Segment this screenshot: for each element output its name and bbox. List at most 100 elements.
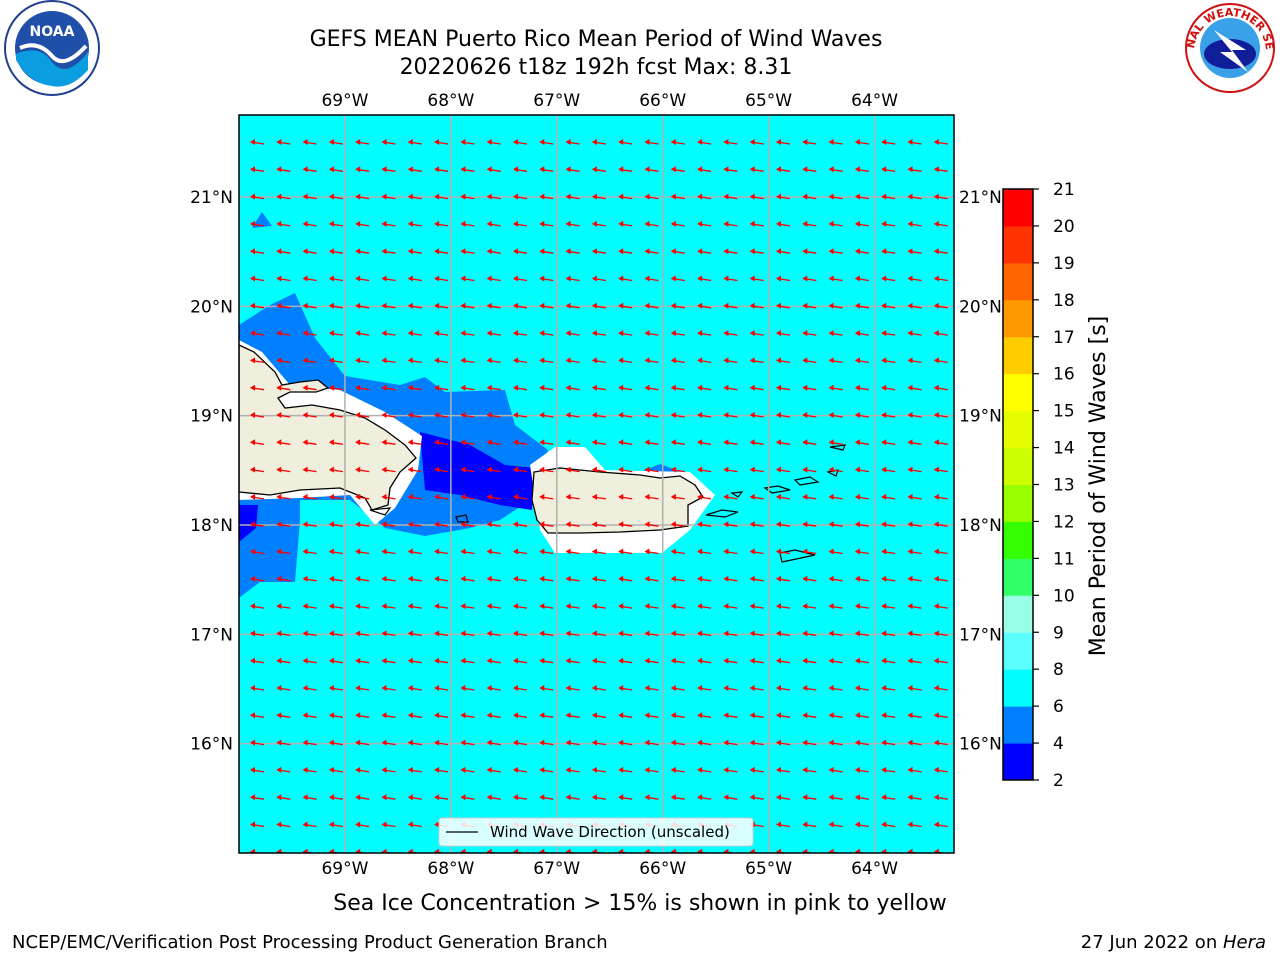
- wave-direction-arrow: [933, 575, 948, 582]
- wave-direction-arrow: [539, 575, 554, 582]
- wave-direction-arrow: [933, 548, 948, 555]
- wave-direction-arrow: [749, 412, 764, 418]
- wave-direction-arrow: [933, 521, 948, 528]
- wave-direction-arrow: [670, 493, 685, 500]
- wave-direction-arrow: [565, 275, 580, 282]
- credit-host: Hera: [1222, 932, 1266, 953]
- wave-direction-arrow: [434, 412, 449, 418]
- wave-direction-arrow: [434, 302, 449, 309]
- wave-direction-arrow: [565, 166, 580, 173]
- wave-direction-arrow: [276, 821, 291, 828]
- wave-direction-arrow: [407, 193, 422, 200]
- wave-direction-arrow: [723, 603, 738, 610]
- wave-direction-arrow: [565, 712, 580, 719]
- wave-direction-arrow: [854, 220, 869, 227]
- wave-direction-arrow: [539, 521, 554, 528]
- wave-direction-arrow: [618, 302, 633, 309]
- wave-direction-arrow: [591, 357, 606, 364]
- wave-direction-arrow: [907, 657, 922, 664]
- wave-direction-arrow: [539, 466, 554, 473]
- wave-direction-arrow: [513, 766, 528, 773]
- wave-direction-arrow: [697, 712, 712, 719]
- wave-direction-arrow: [697, 412, 712, 418]
- wave-direction-arrow: [802, 193, 817, 200]
- wave-direction-arrow: [644, 739, 659, 746]
- wave-direction-arrow: [618, 630, 633, 637]
- wave-direction-arrow: [513, 412, 528, 418]
- wave-direction-arrow: [565, 766, 580, 773]
- wave-direction-arrow: [802, 821, 817, 828]
- wave-direction-arrow: [407, 685, 422, 691]
- wave-direction-arrow: [250, 766, 265, 773]
- wave-direction-arrow: [670, 139, 685, 145]
- wave-direction-arrow: [802, 166, 817, 173]
- wave-direction-arrow: [644, 439, 659, 446]
- wave-direction-arrow: [881, 739, 896, 746]
- wave-direction-arrow: [565, 630, 580, 637]
- wave-direction-arrow: [460, 493, 475, 500]
- wave-direction-arrow: [486, 384, 501, 391]
- wave-direction-arrow: [618, 548, 633, 555]
- wave-direction-arrow: [513, 220, 528, 227]
- wave-direction-arrow: [486, 575, 501, 582]
- wave-direction-arrow: [591, 412, 606, 418]
- wave-direction-arrow: [907, 466, 922, 473]
- wave-direction-arrow: [907, 357, 922, 364]
- wave-direction-arrow: [381, 548, 396, 555]
- wave-direction-arrow: [565, 357, 580, 364]
- wave-direction-arrow: [828, 493, 843, 500]
- wave-direction-arrow: [802, 521, 817, 528]
- wave-direction-arrow: [854, 575, 869, 582]
- wave-direction-arrow: [907, 330, 922, 337]
- wave-direction-arrow: [933, 439, 948, 446]
- wave-direction-arrow: [407, 766, 422, 773]
- wave-direction-arrow: [881, 466, 896, 473]
- island-st-croix: [779, 549, 816, 563]
- lon-label-bottom: 66°W: [639, 859, 686, 879]
- wave-direction-arrow: [697, 685, 712, 691]
- wave-direction-arrow: [697, 248, 712, 255]
- lon-label-bottom: 64°W: [851, 859, 898, 879]
- wave-direction-arrow: [302, 193, 317, 200]
- wave-direction-arrow: [881, 493, 896, 500]
- wave-direction-arrow: [513, 493, 528, 500]
- wave-direction-arrow: [486, 412, 501, 418]
- lat-label-right: 20°N: [959, 297, 1002, 317]
- wave-direction-arrow: [591, 657, 606, 664]
- wave-direction-arrow: [250, 685, 265, 691]
- wave-direction-arrow: [250, 330, 265, 337]
- wave-direction-arrow: [723, 466, 738, 473]
- wave-direction-arrow: [486, 657, 501, 664]
- wave-direction-arrow: [749, 521, 764, 528]
- wave-direction-arrow: [355, 521, 370, 528]
- wave-direction-arrow: [644, 712, 659, 719]
- wave-direction-arrow: [328, 794, 343, 801]
- wave-direction-arrow: [933, 248, 948, 255]
- wave-direction-arrow: [302, 821, 317, 828]
- wave-direction-arrow: [276, 521, 291, 528]
- wave-direction-arrow: [381, 739, 396, 746]
- wave-direction-arrow: [250, 193, 265, 200]
- colorbar-segment: [1003, 447, 1033, 485]
- wave-direction-arrow: [328, 384, 343, 391]
- wave-direction-arrow: [749, 575, 764, 582]
- wave-direction-arrow: [802, 330, 817, 337]
- wave-direction-arrow: [565, 685, 580, 691]
- wave-direction-arrow: [670, 248, 685, 255]
- wave-direction-arrow: [907, 766, 922, 773]
- wave-direction-arrow: [749, 220, 764, 227]
- wave-direction-arrow: [828, 630, 843, 637]
- wave-direction-arrow: [434, 712, 449, 719]
- wave-direction-arrow: [565, 412, 580, 418]
- wave-direction-arrow: [460, 657, 475, 664]
- wave-direction-arrow: [670, 657, 685, 664]
- wave-direction-arrow: [723, 630, 738, 637]
- wave-direction-arrow: [697, 384, 712, 391]
- lon-label-top: 66°W: [639, 91, 686, 111]
- wave-direction-arrow: [539, 302, 554, 309]
- wave-direction-arrow: [881, 412, 896, 418]
- wave-direction-arrow: [407, 439, 422, 446]
- wave-direction-arrow: [907, 412, 922, 418]
- wave-direction-arrow: [513, 603, 528, 610]
